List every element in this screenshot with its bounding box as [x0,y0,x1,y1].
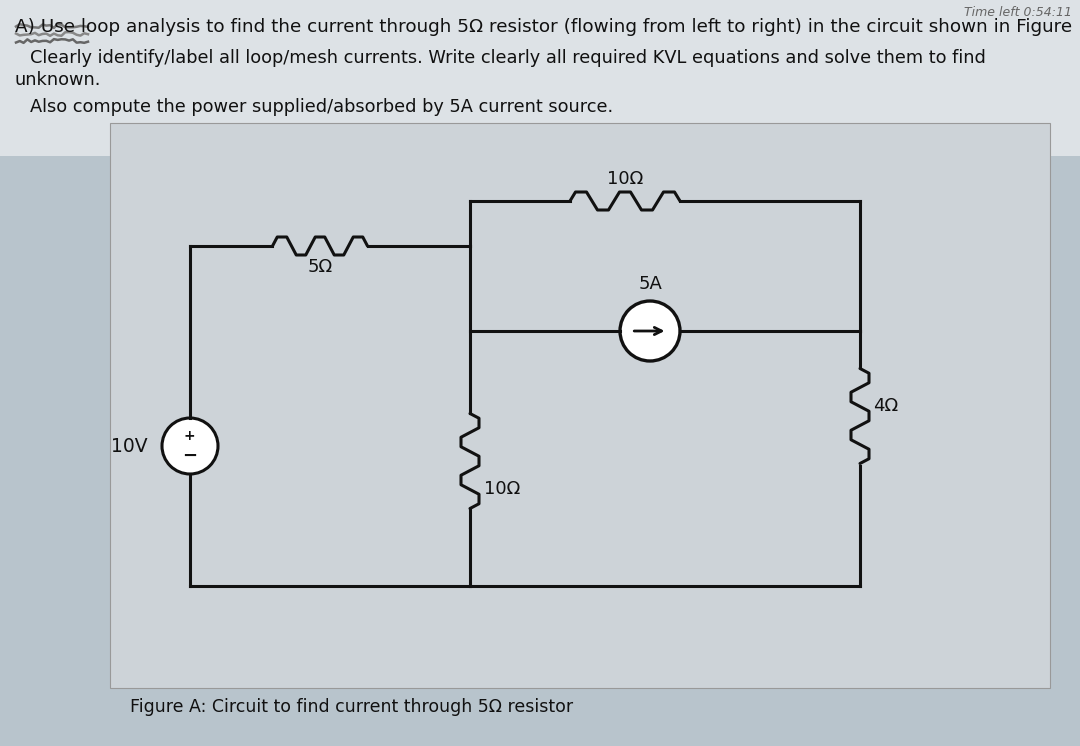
Text: Time left 0:54:11: Time left 0:54:11 [964,6,1072,19]
Text: 10Ω: 10Ω [607,170,643,188]
Text: Clearly identify/label all loop/mesh currents. Write clearly all required KVL eq: Clearly identify/label all loop/mesh cur… [30,49,986,67]
Circle shape [162,418,218,474]
Bar [110,123,1050,688]
Text: 10Ω: 10Ω [484,480,521,498]
Circle shape [620,301,680,361]
Text: 10V: 10V [111,436,148,456]
Text: Also compute the power supplied/absorbed by 5A current source.: Also compute the power supplied/absorbed… [30,98,613,116]
Text: 5A: 5A [638,275,662,293]
Text: 5Ω: 5Ω [308,258,333,276]
Bar [0,0,1080,156]
Text: Figure A: Circuit to find current through 5Ω resistor: Figure A: Circuit to find current throug… [130,698,573,716]
Text: −: − [183,447,198,465]
Text: 4Ω: 4Ω [873,397,899,415]
Text: A) Use loop analysis to find the current through 5Ω resistor (flowing from left : A) Use loop analysis to find the current… [15,18,1072,36]
Text: unknown.: unknown. [15,71,102,89]
Text: +: + [184,429,194,443]
